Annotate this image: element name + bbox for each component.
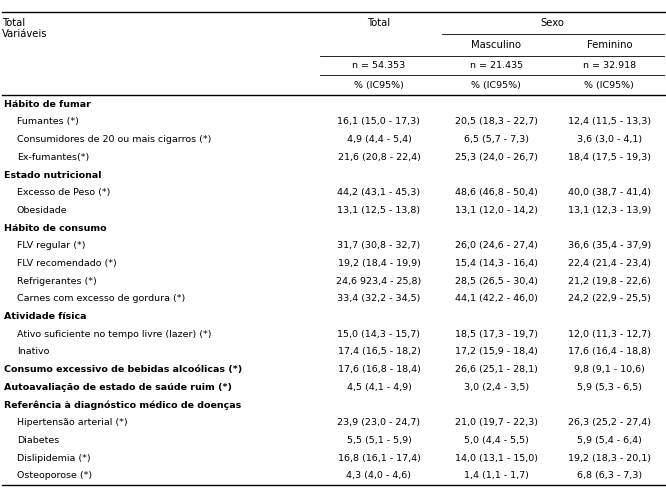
Text: 21,0 (19,7 - 22,3): 21,0 (19,7 - 22,3) (455, 418, 537, 427)
Text: Masculino: Masculino (471, 40, 521, 50)
Text: Hábito de consumo: Hábito de consumo (4, 224, 107, 233)
Text: 14,0 (13,1 - 15,0): 14,0 (13,1 - 15,0) (455, 454, 537, 462)
Text: 26,3 (25,2 - 27,4): 26,3 (25,2 - 27,4) (568, 418, 651, 427)
Text: 13,1 (12,5 - 13,8): 13,1 (12,5 - 13,8) (338, 206, 420, 215)
Text: Estado nutricional: Estado nutricional (4, 171, 101, 180)
Text: Total: Total (368, 18, 390, 28)
Text: % (IC95%): % (IC95%) (585, 81, 634, 90)
Text: Hipertensão arterial (*): Hipertensão arterial (*) (17, 418, 127, 427)
Text: Osteoporose (*): Osteoporose (*) (17, 471, 92, 480)
Text: 48,6 (46,8 - 50,4): 48,6 (46,8 - 50,4) (455, 188, 537, 197)
Text: n = 21.435: n = 21.435 (470, 61, 523, 70)
Text: 24,6 923,4 - 25,8): 24,6 923,4 - 25,8) (336, 277, 422, 286)
Text: 4,5 (4,1 - 4,9): 4,5 (4,1 - 4,9) (346, 383, 412, 392)
Text: 5,5 (5,1 - 5,9): 5,5 (5,1 - 5,9) (346, 436, 412, 445)
Text: 17,2 (15,9 - 18,4): 17,2 (15,9 - 18,4) (455, 347, 537, 356)
Text: 15,4 (14,3 - 16,4): 15,4 (14,3 - 16,4) (455, 259, 537, 268)
Text: 6,8 (6,3 - 7,3): 6,8 (6,3 - 7,3) (577, 471, 642, 480)
Text: % (IC95%): % (IC95%) (472, 81, 521, 90)
Text: Hábito de fumar: Hábito de fumar (4, 100, 91, 109)
Text: 3,0 (2,4 - 3,5): 3,0 (2,4 - 3,5) (464, 383, 529, 392)
Text: n = 54.353: n = 54.353 (352, 61, 406, 70)
Text: 13,1 (12,3 - 13,9): 13,1 (12,3 - 13,9) (567, 206, 651, 215)
Text: Variáveis: Variáveis (2, 29, 47, 39)
Text: Ex-fumantes(*): Ex-fumantes(*) (17, 153, 89, 162)
Text: 26,6 (25,1 - 28,1): 26,6 (25,1 - 28,1) (455, 365, 537, 374)
Text: 6,5 (5,7 - 7,3): 6,5 (5,7 - 7,3) (464, 135, 529, 144)
Text: 23,9 (23,0 - 24,7): 23,9 (23,0 - 24,7) (338, 418, 420, 427)
Text: 13,1 (12,0 - 14,2): 13,1 (12,0 - 14,2) (455, 206, 537, 215)
Text: 19,2 (18,3 - 20,1): 19,2 (18,3 - 20,1) (568, 454, 651, 462)
Text: Refrigerantes (*): Refrigerantes (*) (17, 277, 97, 286)
Text: 16,8 (16,1 - 17,4): 16,8 (16,1 - 17,4) (338, 454, 420, 462)
Text: Autoavaliação de estado de saúde ruim (*): Autoavaliação de estado de saúde ruim (*… (4, 383, 232, 392)
Text: 25,3 (24,0 - 26,7): 25,3 (24,0 - 26,7) (455, 153, 537, 162)
Text: 4,9 (4,4 - 5,4): 4,9 (4,4 - 5,4) (346, 135, 412, 144)
Text: Ativo suficiente no tempo livre (lazer) (*): Ativo suficiente no tempo livre (lazer) … (17, 330, 211, 339)
Text: FLV regular (*): FLV regular (*) (17, 241, 85, 250)
Text: 22,4 (21,4 - 23,4): 22,4 (21,4 - 23,4) (568, 259, 651, 268)
Text: 5,0 (4,4 - 5,5): 5,0 (4,4 - 5,5) (464, 436, 529, 445)
Text: 26,0 (24,6 - 27,4): 26,0 (24,6 - 27,4) (455, 241, 537, 250)
Text: Inativo: Inativo (17, 347, 49, 356)
Text: Obesidade: Obesidade (17, 206, 67, 215)
Text: 33,4 (32,2 - 34,5): 33,4 (32,2 - 34,5) (337, 294, 421, 304)
Text: 44,1 (42,2 - 46,0): 44,1 (42,2 - 46,0) (455, 294, 537, 304)
Text: Diabetes: Diabetes (17, 436, 59, 445)
Text: 31,7 (30,8 - 32,7): 31,7 (30,8 - 32,7) (337, 241, 421, 250)
Text: 16,1 (15,0 - 17,3): 16,1 (15,0 - 17,3) (338, 118, 420, 126)
Text: 24,2 (22,9 - 25,5): 24,2 (22,9 - 25,5) (568, 294, 651, 304)
Text: Excesso de Peso (*): Excesso de Peso (*) (17, 188, 110, 197)
Text: 12,4 (11,5 - 13,3): 12,4 (11,5 - 13,3) (568, 118, 651, 126)
Text: 17,6 (16,4 - 18,8): 17,6 (16,4 - 18,8) (568, 347, 651, 356)
Text: 18,4 (17,5 - 19,3): 18,4 (17,5 - 19,3) (568, 153, 651, 162)
Text: 15,0 (14,3 - 15,7): 15,0 (14,3 - 15,7) (338, 330, 420, 339)
Text: Total: Total (2, 18, 25, 28)
Text: 17,4 (16,5 - 18,2): 17,4 (16,5 - 18,2) (338, 347, 420, 356)
Text: 17,6 (16,8 - 18,4): 17,6 (16,8 - 18,4) (338, 365, 420, 374)
Text: Atividade física: Atividade física (4, 312, 87, 321)
Text: 21,2 (19,8 - 22,6): 21,2 (19,8 - 22,6) (568, 277, 651, 286)
Text: Dislipidemia (*): Dislipidemia (*) (17, 454, 91, 462)
Text: Fumantes (*): Fumantes (*) (17, 118, 79, 126)
Text: Feminino: Feminino (587, 40, 632, 50)
Text: 18,5 (17,3 - 19,7): 18,5 (17,3 - 19,7) (455, 330, 537, 339)
Text: % (IC95%): % (IC95%) (354, 81, 404, 90)
Text: 9,8 (9,1 - 10,6): 9,8 (9,1 - 10,6) (574, 365, 645, 374)
Text: 5,9 (5,3 - 6,5): 5,9 (5,3 - 6,5) (577, 383, 642, 392)
Text: 1,4 (1,1 - 1,7): 1,4 (1,1 - 1,7) (464, 471, 529, 480)
Text: 5,9 (5,4 - 6,4): 5,9 (5,4 - 6,4) (577, 436, 642, 445)
Text: FLV recomendado (*): FLV recomendado (*) (17, 259, 117, 268)
Text: 21,6 (20,8 - 22,4): 21,6 (20,8 - 22,4) (338, 153, 420, 162)
Text: 36,6 (35,4 - 37,9): 36,6 (35,4 - 37,9) (567, 241, 651, 250)
Text: 44,2 (43,1 - 45,3): 44,2 (43,1 - 45,3) (338, 188, 420, 197)
Text: n = 32.918: n = 32.918 (583, 61, 636, 70)
Text: 12,0 (11,3 - 12,7): 12,0 (11,3 - 12,7) (568, 330, 651, 339)
Text: 28,5 (26,5 - 30,4): 28,5 (26,5 - 30,4) (455, 277, 537, 286)
Text: 4,3 (4,0 - 4,6): 4,3 (4,0 - 4,6) (346, 471, 412, 480)
Text: 19,2 (18,4 - 19,9): 19,2 (18,4 - 19,9) (338, 259, 420, 268)
Text: 3,6 (3,0 - 4,1): 3,6 (3,0 - 4,1) (577, 135, 642, 144)
Text: Carnes com excesso de gordura (*): Carnes com excesso de gordura (*) (17, 294, 185, 304)
Text: 40,0 (38,7 - 41,4): 40,0 (38,7 - 41,4) (568, 188, 651, 197)
Text: Referência à diagnóstico médico de doenças: Referência à diagnóstico médico de doenç… (4, 400, 241, 410)
Text: Consumidores de 20 ou mais cigarros (*): Consumidores de 20 ou mais cigarros (*) (17, 135, 211, 144)
Text: Sexo: Sexo (541, 18, 565, 28)
Text: Consumo excessivo de bebidas alcoólicas (*): Consumo excessivo de bebidas alcoólicas … (4, 365, 242, 374)
Text: 20,5 (18,3 - 22,7): 20,5 (18,3 - 22,7) (455, 118, 537, 126)
